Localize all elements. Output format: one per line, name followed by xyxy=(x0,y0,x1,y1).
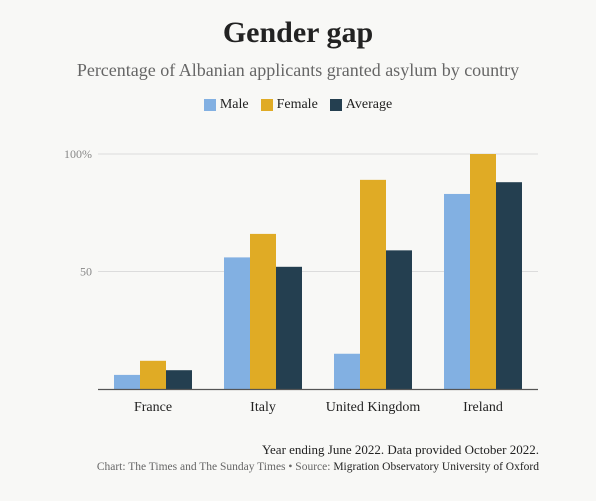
y-tick-label: 100% xyxy=(64,147,92,161)
bar-average-france xyxy=(166,370,192,389)
x-tick-label: Ireland xyxy=(463,400,503,415)
bar-average-italy xyxy=(276,266,302,389)
bar-female-italy xyxy=(250,233,276,389)
x-tick-label: France xyxy=(134,400,172,415)
bar-male-united-kingdom xyxy=(334,353,360,389)
legend-label-male: Male xyxy=(219,97,249,112)
chart-title: Gender gap xyxy=(222,16,374,49)
y-tick-label: 50 xyxy=(80,265,92,279)
bar-average-ireland xyxy=(496,182,522,389)
bar-male-italy xyxy=(224,257,250,389)
chart-subtitle: Percentage of Albanian applicants grante… xyxy=(76,60,520,80)
bar-female-united-kingdom xyxy=(360,179,386,389)
legend-item-male: Male xyxy=(203,97,249,113)
legend: Male Female Average xyxy=(0,97,596,113)
source-prefix: Chart: The Times and The Sunday Times • … xyxy=(96,461,334,473)
legend-item-female: Female xyxy=(260,97,318,113)
bar-male-france xyxy=(114,374,140,389)
bar-female-france xyxy=(140,360,166,389)
source-name: Migration Observatory University of Oxfo… xyxy=(333,461,539,473)
footnote: Year ending June 2022. Data provided Oct… xyxy=(261,442,539,457)
bar-female-ireland xyxy=(470,154,496,389)
bar-male-ireland xyxy=(444,193,470,389)
legend-label-female: Female xyxy=(276,97,318,112)
source-credit: Chart: The Times and The Sunday Times • … xyxy=(97,461,539,473)
legend-swatch-female xyxy=(260,99,273,111)
legend-label-average: Average xyxy=(345,97,393,112)
x-tick-label: United Kingdom xyxy=(326,400,421,415)
bar-average-united-kingdom xyxy=(386,250,412,389)
legend-swatch-male xyxy=(203,99,216,111)
legend-item-average: Average xyxy=(329,97,393,113)
x-tick-label: Italy xyxy=(250,400,276,415)
legend-swatch-average xyxy=(329,99,342,111)
